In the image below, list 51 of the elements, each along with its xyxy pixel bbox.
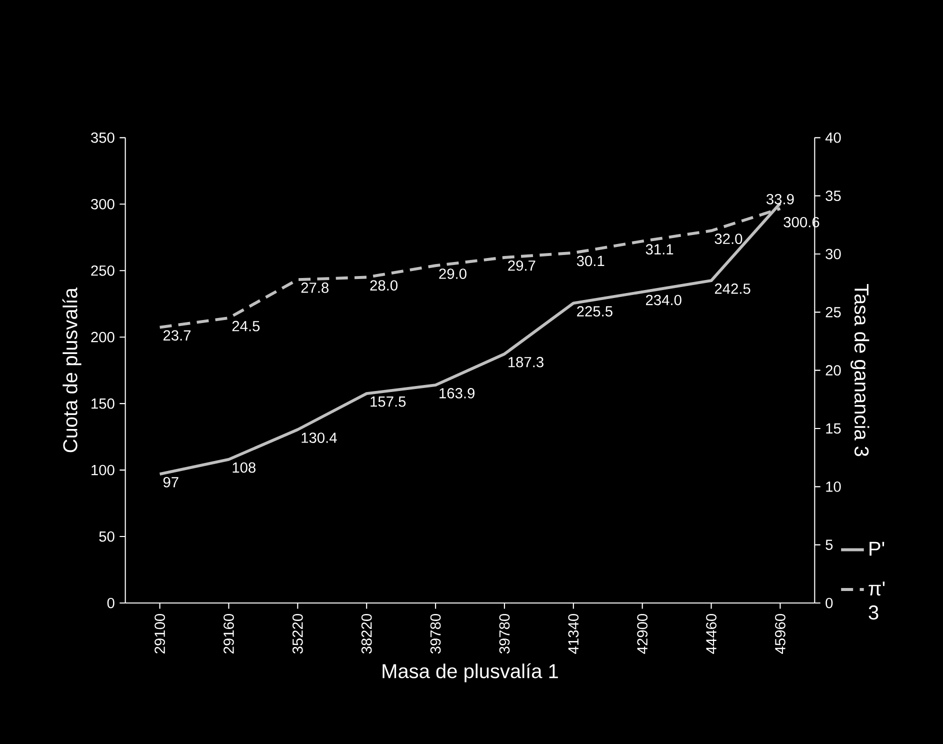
data-label: 108 <box>232 462 256 473</box>
data-label: 33.9 <box>766 194 794 204</box>
data-label: 23.7 <box>163 330 191 341</box>
data-label: 32.0 <box>714 234 742 244</box>
x-tick-label: 44460 <box>706 614 716 654</box>
data-label: 234.0 <box>646 294 682 306</box>
data-label: 130.4 <box>302 432 337 443</box>
y2-tick-label: 15 <box>826 423 841 434</box>
y2-tick-label: 10 <box>826 481 841 492</box>
y2-tick-label: 0 <box>826 598 833 608</box>
y-tick-label: 300 <box>91 198 114 210</box>
y-tick-label: 0 <box>107 598 114 608</box>
y-tick-label: 350 <box>91 132 114 143</box>
data-label: 29.0 <box>439 268 466 279</box>
legend-label: P' <box>870 542 884 556</box>
x-tick-label: 39780 <box>499 614 510 654</box>
data-label: 242.5 <box>714 284 750 294</box>
data-label: 27.8 <box>301 282 328 293</box>
y2-tick-label: 5 <box>826 540 833 550</box>
y-tick-label: 200 <box>91 332 114 342</box>
x-tick-label: 35220 <box>292 614 303 654</box>
data-label: 187.3 <box>508 356 544 368</box>
x-tick-label: 41340 <box>568 614 579 654</box>
x-tick-label: 29100 <box>154 614 165 654</box>
x-tick-label: 38220 <box>361 614 372 654</box>
x-tick-label: 42900 <box>637 614 648 654</box>
y-tick-label: 250 <box>91 265 114 276</box>
data-label: 24.5 <box>232 320 260 332</box>
x-tick-label: 39780 <box>430 614 441 654</box>
data-label: 28.0 <box>370 280 398 291</box>
x-tick-label: 29160 <box>224 614 234 654</box>
data-label: 225.5 <box>577 306 612 317</box>
y-tick-label: 50 <box>99 531 114 542</box>
y2-tick-label: 35 <box>826 190 841 202</box>
y2-tick-label: 25 <box>826 306 841 318</box>
data-label: 163.9 <box>440 388 474 398</box>
data-label: 29.7 <box>508 260 536 271</box>
data-label: 31.1 <box>646 244 674 255</box>
x-axis-title: Masa de plusvalía 1 <box>382 663 558 682</box>
y-tick-label: 150 <box>92 398 114 409</box>
data-label: 97 <box>163 476 178 488</box>
data-label: 157.5 <box>370 396 406 407</box>
data-label: 30.1 <box>576 256 604 266</box>
y-axis-title: Cuota de plusvalía <box>62 288 82 452</box>
y2-tick-label: 40 <box>825 132 841 143</box>
x-tick-label: 45960 <box>775 614 786 654</box>
y2-tick-label: 30 <box>826 248 841 260</box>
y2-axis-title: Tasa de ganancia 3 <box>850 284 870 456</box>
y-tick-label: 100 <box>92 464 114 476</box>
y2-tick-label: 20 <box>826 365 841 376</box>
legend-label: π' 3 <box>868 582 885 620</box>
